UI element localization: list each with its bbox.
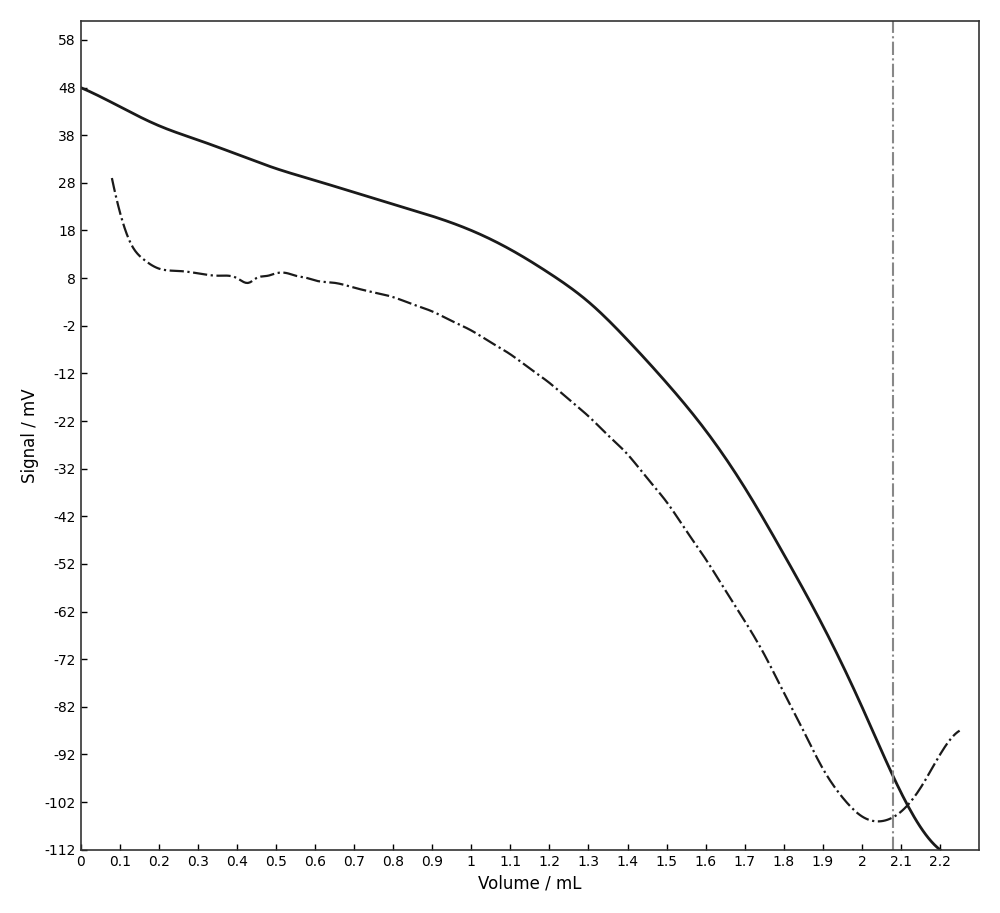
Y-axis label: Signal / mV: Signal / mV — [21, 388, 39, 483]
X-axis label: Volume / mL: Volume / mL — [478, 874, 582, 892]
